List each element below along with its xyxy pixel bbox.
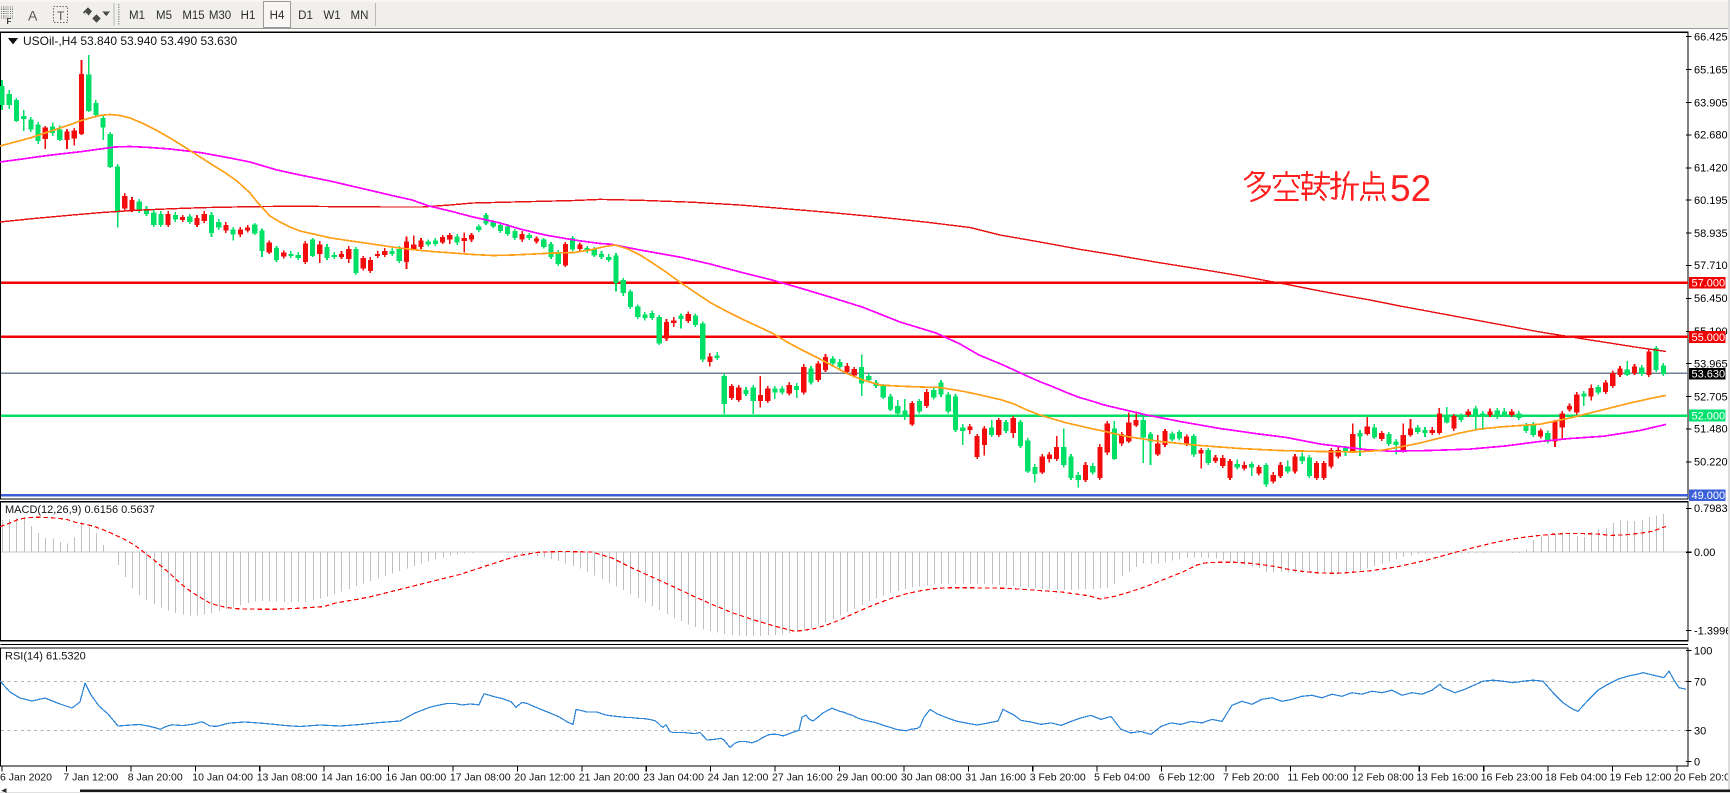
svg-text:M1: M1 (129, 10, 145, 22)
svg-text:50.220: 50.220 (1694, 457, 1728, 469)
svg-text:65.165: 65.165 (1694, 64, 1728, 76)
svg-text:W1: W1 (323, 10, 340, 22)
svg-text:52.000: 52.000 (1692, 410, 1726, 422)
svg-text:MN: MN (351, 10, 369, 22)
svg-text:F: F (7, 17, 12, 26)
svg-text:6 Feb 12:00: 6 Feb 12:00 (1159, 772, 1215, 784)
svg-text:53.965: 53.965 (1694, 358, 1728, 370)
svg-text:H1: H1 (241, 10, 256, 22)
svg-text:30: 30 (1694, 725, 1706, 737)
svg-text:58.935: 58.935 (1694, 228, 1728, 240)
svg-text:62.680: 62.680 (1694, 130, 1728, 142)
svg-text:61.420: 61.420 (1694, 163, 1728, 175)
svg-text:57.000: 57.000 (1692, 278, 1726, 290)
svg-text:D1: D1 (298, 10, 313, 22)
svg-text:11 Feb 00:00: 11 Feb 00:00 (1287, 772, 1348, 784)
svg-text:USOil-,H4 53.840 53.940 53.49: USOil-,H4 53.840 53.940 53.490 53.630 (23, 34, 237, 48)
svg-text:14 Jan 16:00: 14 Jan 16:00 (321, 772, 382, 784)
svg-text:RSI(14) 61.5320: RSI(14) 61.5320 (5, 651, 86, 663)
svg-text:17 Jan 08:00: 17 Jan 08:00 (450, 772, 511, 784)
svg-text:56.450: 56.450 (1694, 293, 1728, 305)
svg-text:16 Feb 23:00: 16 Feb 23:00 (1481, 772, 1543, 784)
svg-text:53.630: 53.630 (1692, 368, 1726, 380)
svg-text:16 Jan 00:00: 16 Jan 00:00 (386, 772, 447, 784)
svg-text:13 Jan 08:00: 13 Jan 08:00 (257, 772, 318, 784)
svg-text:29 Jan 00:00: 29 Jan 00:00 (837, 772, 898, 784)
svg-text:30 Jan 08:00: 30 Jan 08:00 (901, 772, 962, 784)
svg-text:49.000: 49.000 (1692, 490, 1726, 502)
svg-text:M15: M15 (182, 10, 204, 22)
svg-text:27 Jan 16:00: 27 Jan 16:00 (772, 772, 833, 784)
svg-text:57.710: 57.710 (1694, 260, 1728, 272)
svg-text:A: A (28, 8, 38, 24)
svg-text:10 Jan 04:00: 10 Jan 04:00 (192, 772, 253, 784)
svg-text:M5: M5 (156, 10, 172, 22)
svg-text:20 Jan 12:00: 20 Jan 12:00 (514, 772, 575, 784)
svg-text:55.000: 55.000 (1692, 332, 1726, 344)
svg-text:63.905: 63.905 (1694, 97, 1728, 109)
svg-text:T: T (57, 9, 65, 23)
svg-text:8 Jan 20:00: 8 Jan 20:00 (128, 772, 183, 784)
svg-text:20 Feb 20:00: 20 Feb 20:00 (1674, 772, 1730, 784)
svg-text:19 Feb 12:00: 19 Feb 12:00 (1610, 772, 1672, 784)
svg-text:100: 100 (1694, 645, 1712, 657)
svg-text:6 Jan 2020: 6 Jan 2020 (0, 772, 52, 784)
svg-text:13 Feb 16:00: 13 Feb 16:00 (1416, 772, 1478, 784)
svg-text:0.7983: 0.7983 (1694, 503, 1728, 515)
svg-text:52: 52 (1390, 168, 1431, 209)
svg-text:31 Jan 16:00: 31 Jan 16:00 (965, 772, 1026, 784)
svg-text:7 Jan 12:00: 7 Jan 12:00 (63, 772, 118, 784)
svg-text:51.480: 51.480 (1694, 424, 1728, 436)
svg-text:7 Feb 20:00: 7 Feb 20:00 (1223, 772, 1279, 784)
svg-text:21 Jan 20:00: 21 Jan 20:00 (579, 772, 640, 784)
svg-text:66.425: 66.425 (1694, 31, 1728, 43)
svg-text:MACD(12,26,9) 0.6156 0.5637: MACD(12,26,9) 0.6156 0.5637 (5, 504, 155, 516)
svg-text:12 Feb 08:00: 12 Feb 08:00 (1352, 772, 1414, 784)
svg-text:18 Feb 04:00: 18 Feb 04:00 (1545, 772, 1607, 784)
svg-text:H4: H4 (270, 10, 285, 22)
svg-text:60.195: 60.195 (1694, 195, 1728, 207)
svg-text:70: 70 (1694, 676, 1706, 688)
svg-text:52.705: 52.705 (1694, 391, 1728, 403)
svg-text:5 Feb 04:00: 5 Feb 04:00 (1094, 772, 1150, 784)
svg-text:-1.3996: -1.3996 (1694, 625, 1730, 637)
svg-text:0: 0 (1694, 756, 1700, 768)
svg-text:24 Jan 12:00: 24 Jan 12:00 (708, 772, 769, 784)
svg-text:0.00: 0.00 (1694, 547, 1715, 559)
svg-text:23 Jan 04:00: 23 Jan 04:00 (643, 772, 704, 784)
svg-text:M30: M30 (209, 10, 231, 22)
svg-text:3 Feb 20:00: 3 Feb 20:00 (1030, 772, 1086, 784)
